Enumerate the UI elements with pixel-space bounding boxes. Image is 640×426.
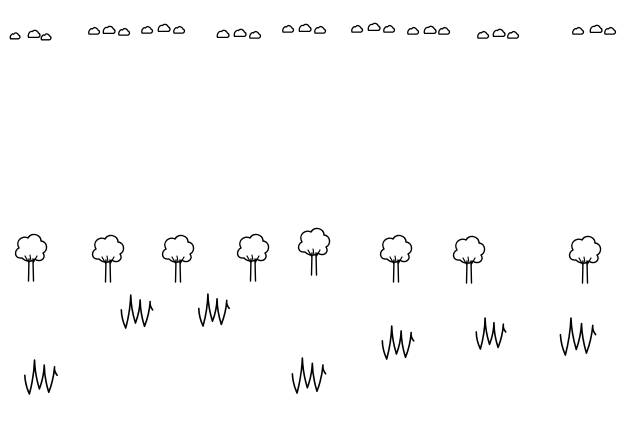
cloud-icon: [88, 25, 131, 36]
cloud-icon: [141, 23, 186, 34]
tree-icon: [379, 234, 413, 283]
cloud-row: [9, 22, 617, 41]
grass-icon: [559, 317, 597, 356]
grass-field: [24, 293, 597, 395]
cloud-icon: [216, 28, 262, 39]
tree-icon: [297, 227, 331, 276]
cloud-icon: [477, 28, 520, 39]
grass-icon: [120, 294, 154, 329]
tree-icon: [568, 235, 602, 284]
grass-icon: [291, 357, 327, 394]
tree-icon: [236, 233, 270, 282]
cloud-icon: [282, 23, 327, 34]
cloud-icon: [9, 29, 52, 41]
cloud-icon: [572, 24, 617, 35]
tree-row: [14, 227, 602, 284]
cloud-icon: [351, 22, 396, 33]
tree-icon: [14, 233, 48, 282]
grass-icon: [381, 325, 415, 360]
tree-icon: [91, 234, 125, 283]
cloud-icon: [407, 25, 451, 35]
grass-icon: [24, 359, 58, 395]
tree-icon: [452, 235, 486, 284]
grass-icon: [475, 317, 507, 350]
tree-icon: [161, 234, 195, 283]
grass-icon: [198, 293, 230, 327]
